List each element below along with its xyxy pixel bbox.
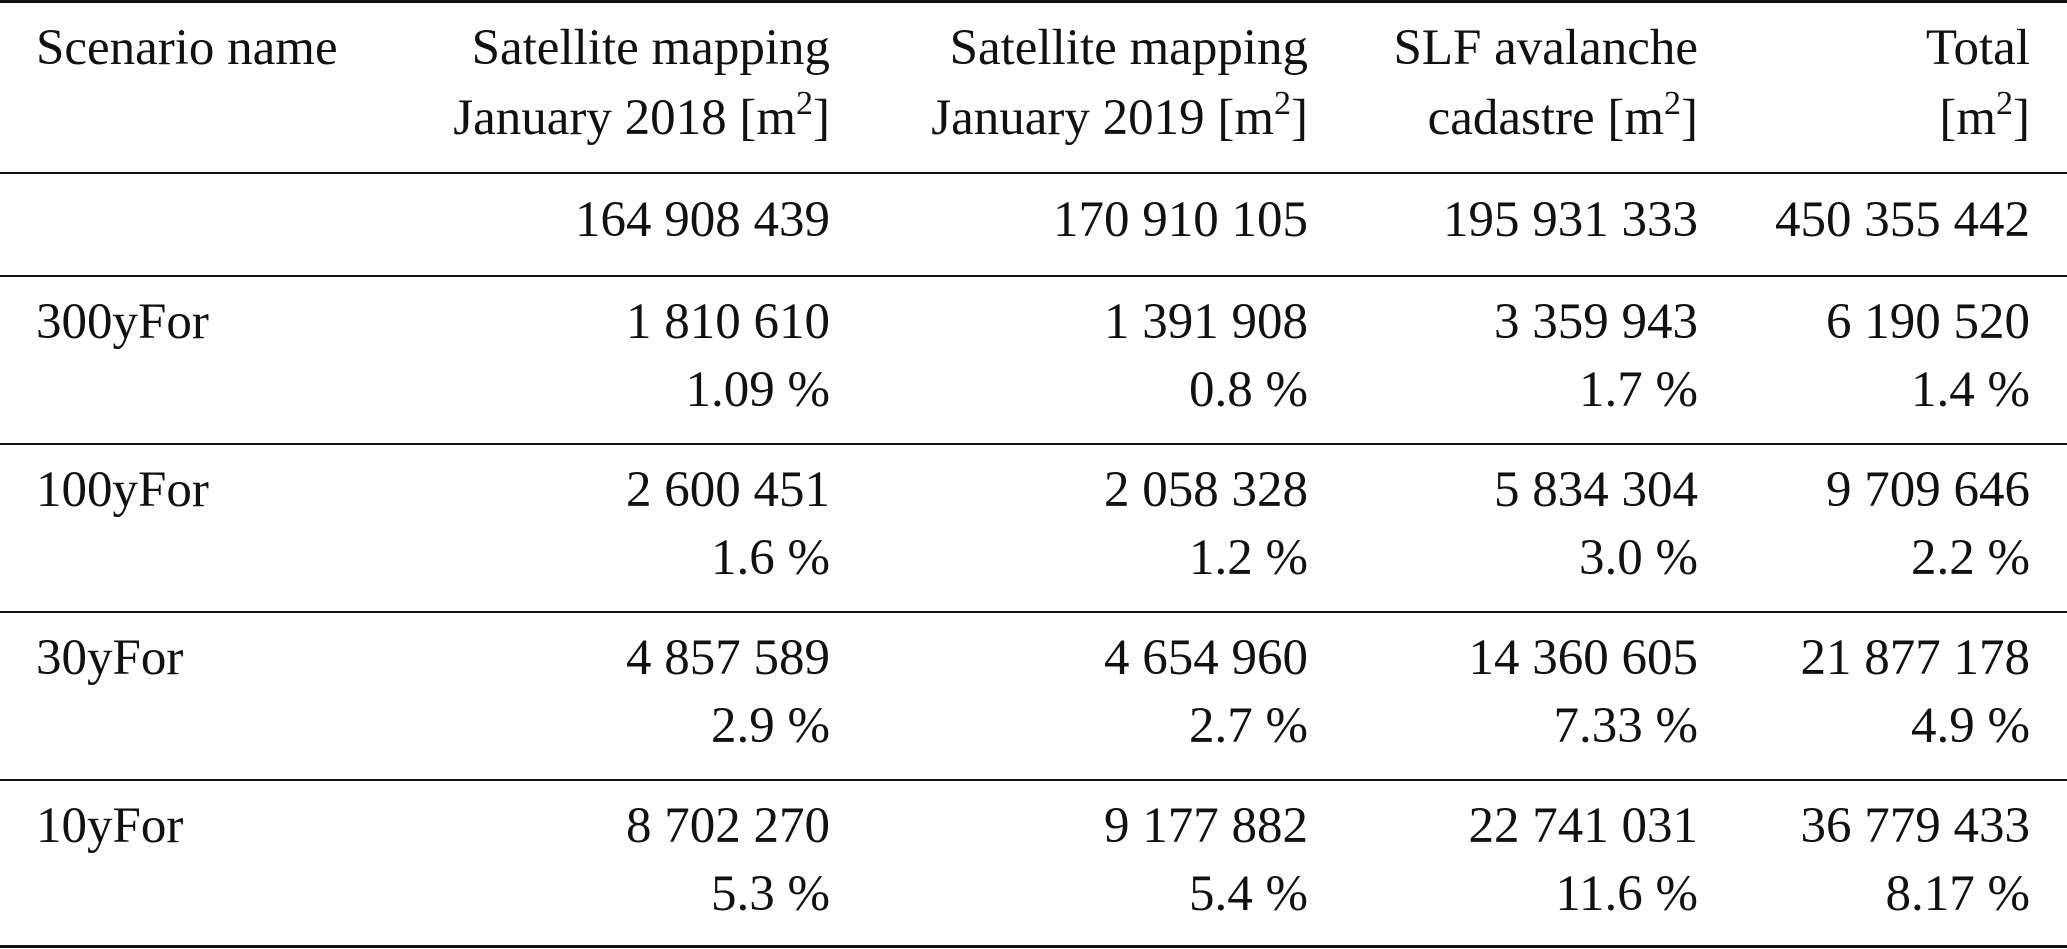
row-value: 5 834 304 [1494, 462, 1698, 518]
row-percent: 11.6 % [1555, 866, 1698, 922]
row-percent: 1.4 % [1911, 362, 2030, 418]
header-col3-line2: cadastre [m2] [1427, 85, 1698, 147]
header-col2-line1: Satellite mapping [949, 20, 1308, 76]
row-value: 2 058 328 [1104, 462, 1308, 518]
header-col4-line2: [m2] [1939, 85, 2030, 147]
header-scenario-name: Scenario name [36, 20, 338, 76]
row-percent: 1.7 % [1579, 362, 1698, 418]
header-col1-line2: January 2018 [m2] [453, 85, 830, 147]
row-percent: 3.0 % [1579, 530, 1698, 586]
row-percent: 1.2 % [1189, 530, 1308, 586]
row-name: 30yFor [36, 630, 184, 686]
row-percent: 1.09 % [685, 362, 830, 418]
row-value: 1 810 610 [626, 294, 830, 350]
row-rule [0, 779, 2067, 781]
row-name: 10yFor [36, 798, 184, 854]
header-rule [0, 172, 2067, 174]
row-percent: 2.9 % [711, 698, 830, 754]
row-value: 4 857 589 [626, 630, 830, 686]
total-area-col4: 450 355 442 [1775, 192, 2030, 248]
row-percent: 2.2 % [1911, 530, 2030, 586]
total-area-col2: 170 910 105 [1053, 192, 1308, 248]
total-area-col3: 195 931 333 [1443, 192, 1698, 248]
row-percent: 8.17 % [1885, 866, 2030, 922]
header-col3-line1: SLF avalanche [1393, 20, 1698, 76]
row-value: 36 779 433 [1800, 798, 2031, 854]
row-value: 9 709 646 [1826, 462, 2030, 518]
row-percent: 5.4 % [1189, 866, 1308, 922]
row-rule [0, 611, 2067, 613]
header-col1-line1: Satellite mapping [471, 20, 830, 76]
row-value: 22 741 031 [1468, 798, 1699, 854]
row-percent: 7.33 % [1553, 698, 1698, 754]
top-rule [0, 0, 2067, 3]
total-area-col1: 164 908 439 [575, 192, 830, 248]
row-value: 6 190 520 [1826, 294, 2030, 350]
row-value: 2 600 451 [626, 462, 830, 518]
row-percent: 5.3 % [711, 866, 830, 922]
row-value: 3 359 943 [1494, 294, 1698, 350]
row-rule [0, 275, 2067, 277]
row-value: 14 360 605 [1468, 630, 1699, 686]
header-col4-line1: Total [1925, 20, 2030, 76]
row-name: 300yFor [36, 294, 209, 350]
row-rule [0, 443, 2067, 445]
header-col2-line2: January 2019 [m2] [931, 85, 1308, 147]
row-value: 9 177 882 [1104, 798, 1308, 854]
row-value: 1 391 908 [1104, 294, 1308, 350]
row-percent: 4.9 % [1911, 698, 2030, 754]
row-name: 100yFor [36, 462, 209, 518]
bottom-rule [0, 945, 2067, 948]
row-percent: 1.6 % [711, 530, 830, 586]
row-percent: 2.7 % [1189, 698, 1308, 754]
row-value: 8 702 270 [626, 798, 830, 854]
row-value: 4 654 960 [1104, 630, 1308, 686]
row-value: 21 877 178 [1800, 630, 2031, 686]
row-percent: 0.8 % [1189, 362, 1308, 418]
